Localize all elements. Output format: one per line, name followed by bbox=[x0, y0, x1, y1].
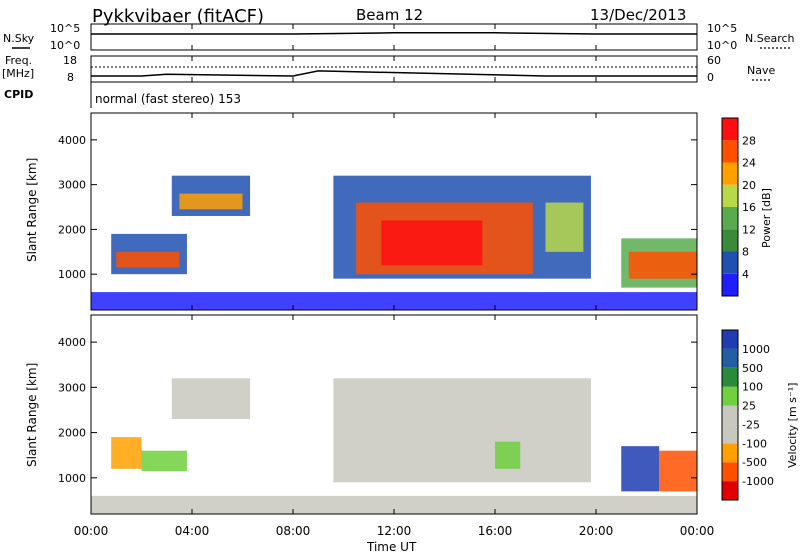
x-tick-label: 20:00 bbox=[579, 524, 614, 538]
nave-ytick-top: 60 bbox=[707, 54, 721, 67]
nsky-ytick-top: 10^5 bbox=[50, 22, 80, 35]
power-cbar-frame bbox=[721, 117, 739, 297]
velocity-cbar-swatch bbox=[722, 405, 738, 425]
velocity-ylabel: Slant Range [km] bbox=[25, 363, 39, 467]
nsky-ytick-bottom: 10^0 bbox=[50, 39, 80, 52]
heat-cell bbox=[116, 251, 180, 268]
freq-label: Freq. bbox=[5, 54, 32, 67]
y-tick-label: 3000 bbox=[58, 179, 86, 192]
velocity-cbar-tick: -100 bbox=[742, 437, 767, 450]
x-tick-label: 00:00 bbox=[74, 524, 109, 538]
power-cbar-label: Power [dB] bbox=[760, 188, 773, 248]
mhz-label: [MHz] bbox=[2, 67, 34, 80]
velocity-cbar-swatch bbox=[722, 330, 738, 349]
velocity-cbar-tick: 25 bbox=[742, 400, 756, 413]
velocity-cbar-swatch bbox=[722, 443, 738, 463]
power-cbar-swatch bbox=[722, 273, 738, 296]
power-cbar-tick: 8 bbox=[742, 246, 749, 259]
power-cbar-tick: 28 bbox=[742, 134, 756, 147]
power-y-axis: 1000 2000 3000 4000 bbox=[58, 134, 697, 281]
freq-ytick-top: 18 bbox=[63, 54, 77, 67]
nave-label: Nave bbox=[747, 64, 775, 77]
power-cbar-tick: 24 bbox=[742, 157, 756, 170]
velocity-cbar-swatch bbox=[722, 386, 738, 406]
velocity-y-axis: 1000 2000 3000 4000 bbox=[58, 336, 697, 485]
x-tick-label: 04:00 bbox=[175, 524, 210, 538]
velocity-cbar-tick: 500 bbox=[742, 362, 763, 375]
nave-ytick-bottom: 0 bbox=[707, 71, 714, 84]
heat-cell bbox=[333, 378, 591, 483]
y-tick-label: 4000 bbox=[58, 134, 86, 147]
cpid-label: CPID bbox=[4, 88, 33, 101]
heat-cell bbox=[628, 251, 697, 279]
power-cbar-tick: 20 bbox=[742, 179, 756, 192]
velocity-cbar-swatch bbox=[722, 424, 738, 444]
power-cbar-swatch bbox=[722, 251, 738, 274]
nsky-series bbox=[91, 32, 697, 35]
x-tick-label: 12:00 bbox=[377, 524, 412, 538]
freq-ytick-bottom: 8 bbox=[67, 71, 74, 84]
power-cbar-tick: 12 bbox=[742, 223, 756, 236]
heat-cell bbox=[141, 450, 187, 472]
freq-series bbox=[91, 70, 697, 77]
velocity-cbar-swatch bbox=[722, 367, 738, 387]
x-tick-label: 16:00 bbox=[478, 524, 513, 538]
y-tick-label: 2000 bbox=[58, 427, 86, 440]
power-heatmap bbox=[91, 175, 697, 310]
heat-cell bbox=[381, 220, 483, 266]
power-cbar-swatch bbox=[722, 140, 738, 163]
heat-cell bbox=[91, 292, 697, 310]
velocity-cbar-swatch bbox=[722, 462, 738, 482]
y-tick-label: 1000 bbox=[58, 268, 86, 281]
x-tick-label: 08:00 bbox=[276, 524, 311, 538]
velocity-cbar-swatch bbox=[722, 348, 738, 368]
velocity-cbar-tick: 1000 bbox=[742, 343, 770, 356]
cpid-text: normal (fast stereo) 153 bbox=[95, 92, 241, 106]
power-ylabel: Slant Range [km] bbox=[25, 158, 39, 262]
velocity-cbar-tick: -25 bbox=[742, 418, 760, 431]
heat-cell bbox=[659, 450, 697, 492]
time-axis: 00:00 04:00 08:00 12:00 16:00 20:00 00:00 bbox=[74, 24, 715, 538]
nsky-label: N.Sky bbox=[3, 32, 35, 45]
heat-cell bbox=[621, 446, 660, 492]
velocity-cbar-tick: -500 bbox=[742, 456, 767, 469]
velocity-cbar-tick: -1000 bbox=[742, 475, 774, 488]
y-tick-label: 3000 bbox=[58, 381, 86, 394]
power-cbar-swatch bbox=[722, 162, 738, 185]
heat-cell bbox=[495, 441, 521, 469]
power-cbar-swatch bbox=[722, 184, 738, 207]
power-cbar-tick: 16 bbox=[742, 201, 756, 214]
beam-title: Beam 12 bbox=[356, 6, 423, 24]
time-axis-label: Time UT bbox=[366, 540, 417, 554]
y-tick-label: 4000 bbox=[58, 336, 86, 349]
y-tick-label: 1000 bbox=[58, 472, 86, 485]
heat-cell bbox=[171, 378, 251, 420]
date-title: 13/Dec/2013 bbox=[590, 6, 686, 24]
heat-cell bbox=[111, 437, 142, 469]
heat-cell bbox=[91, 495, 697, 514]
station-title: Pykkvibaer (fitACF) bbox=[92, 6, 264, 27]
nsearch-label: N.Search bbox=[745, 32, 795, 45]
nsearch-ytick-top: 10^5 bbox=[707, 22, 737, 35]
power-cbar-tick: 4 bbox=[742, 268, 749, 281]
power-colorbar: 4 8 12 16 20 24 28 bbox=[721, 117, 756, 297]
velocity-cbar-swatch bbox=[722, 481, 738, 500]
heat-cell bbox=[179, 193, 243, 210]
heat-cell bbox=[545, 202, 584, 252]
velocity-cbar-frame bbox=[721, 329, 739, 501]
velocity-cbar-label: Velocity [m s⁻¹] bbox=[786, 383, 799, 468]
x-tick-label: 00:00 bbox=[680, 524, 715, 538]
power-cbar-swatch bbox=[722, 207, 738, 230]
velocity-heatmap bbox=[91, 378, 697, 514]
nsearch-ytick-bottom: 10^0 bbox=[707, 39, 737, 52]
power-cbar-swatch bbox=[722, 118, 738, 141]
power-cbar-swatch bbox=[722, 229, 738, 252]
velocity-cbar-tick: 100 bbox=[742, 381, 763, 394]
velocity-colorbar: -1000 -500 -100 -25 25 100 500 1000 bbox=[721, 329, 774, 501]
y-tick-label: 2000 bbox=[58, 223, 86, 236]
